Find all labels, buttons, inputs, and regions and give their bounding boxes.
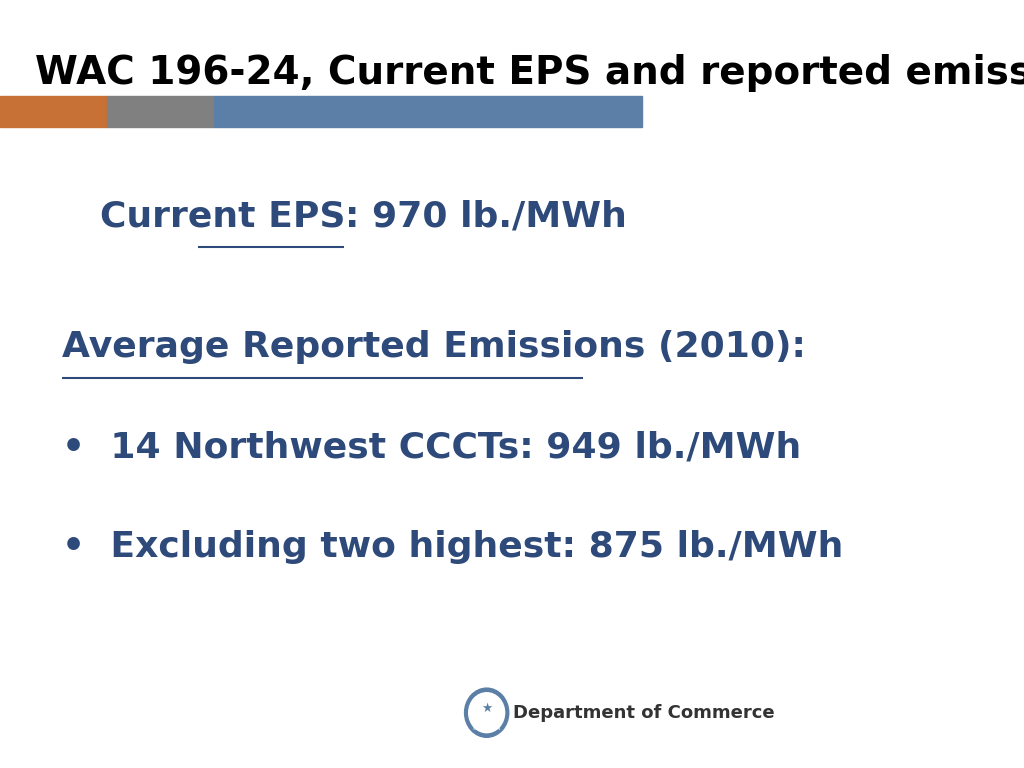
Text: •  Excluding two highest: 875 lb./MWh: • Excluding two highest: 875 lb./MWh	[62, 530, 844, 564]
Text: •  14 Northwest CCCTs: 949 lb./MWh: • 14 Northwest CCCTs: 949 lb./MWh	[62, 430, 802, 464]
Text: WASHINGTON: WASHINGTON	[472, 727, 501, 731]
Bar	[106, 96, 214, 127]
Text: Average Reported Emissions (2010):: Average Reported Emissions (2010):	[62, 330, 806, 364]
Text: STATE OF: STATE OF	[477, 694, 497, 699]
Text: ★: ★	[481, 702, 493, 714]
Circle shape	[469, 693, 505, 733]
Text: WAC 196-24, Current EPS and reported emissions: WAC 196-24, Current EPS and reported emi…	[35, 54, 1024, 91]
Bar	[0, 96, 106, 127]
Bar	[214, 96, 642, 127]
Circle shape	[465, 688, 509, 737]
Text: Department of Commerce: Department of Commerce	[513, 703, 774, 722]
Text: : 970 lb./MWh: : 970 lb./MWh	[345, 200, 627, 233]
Text: Current EPS: Current EPS	[99, 200, 345, 233]
